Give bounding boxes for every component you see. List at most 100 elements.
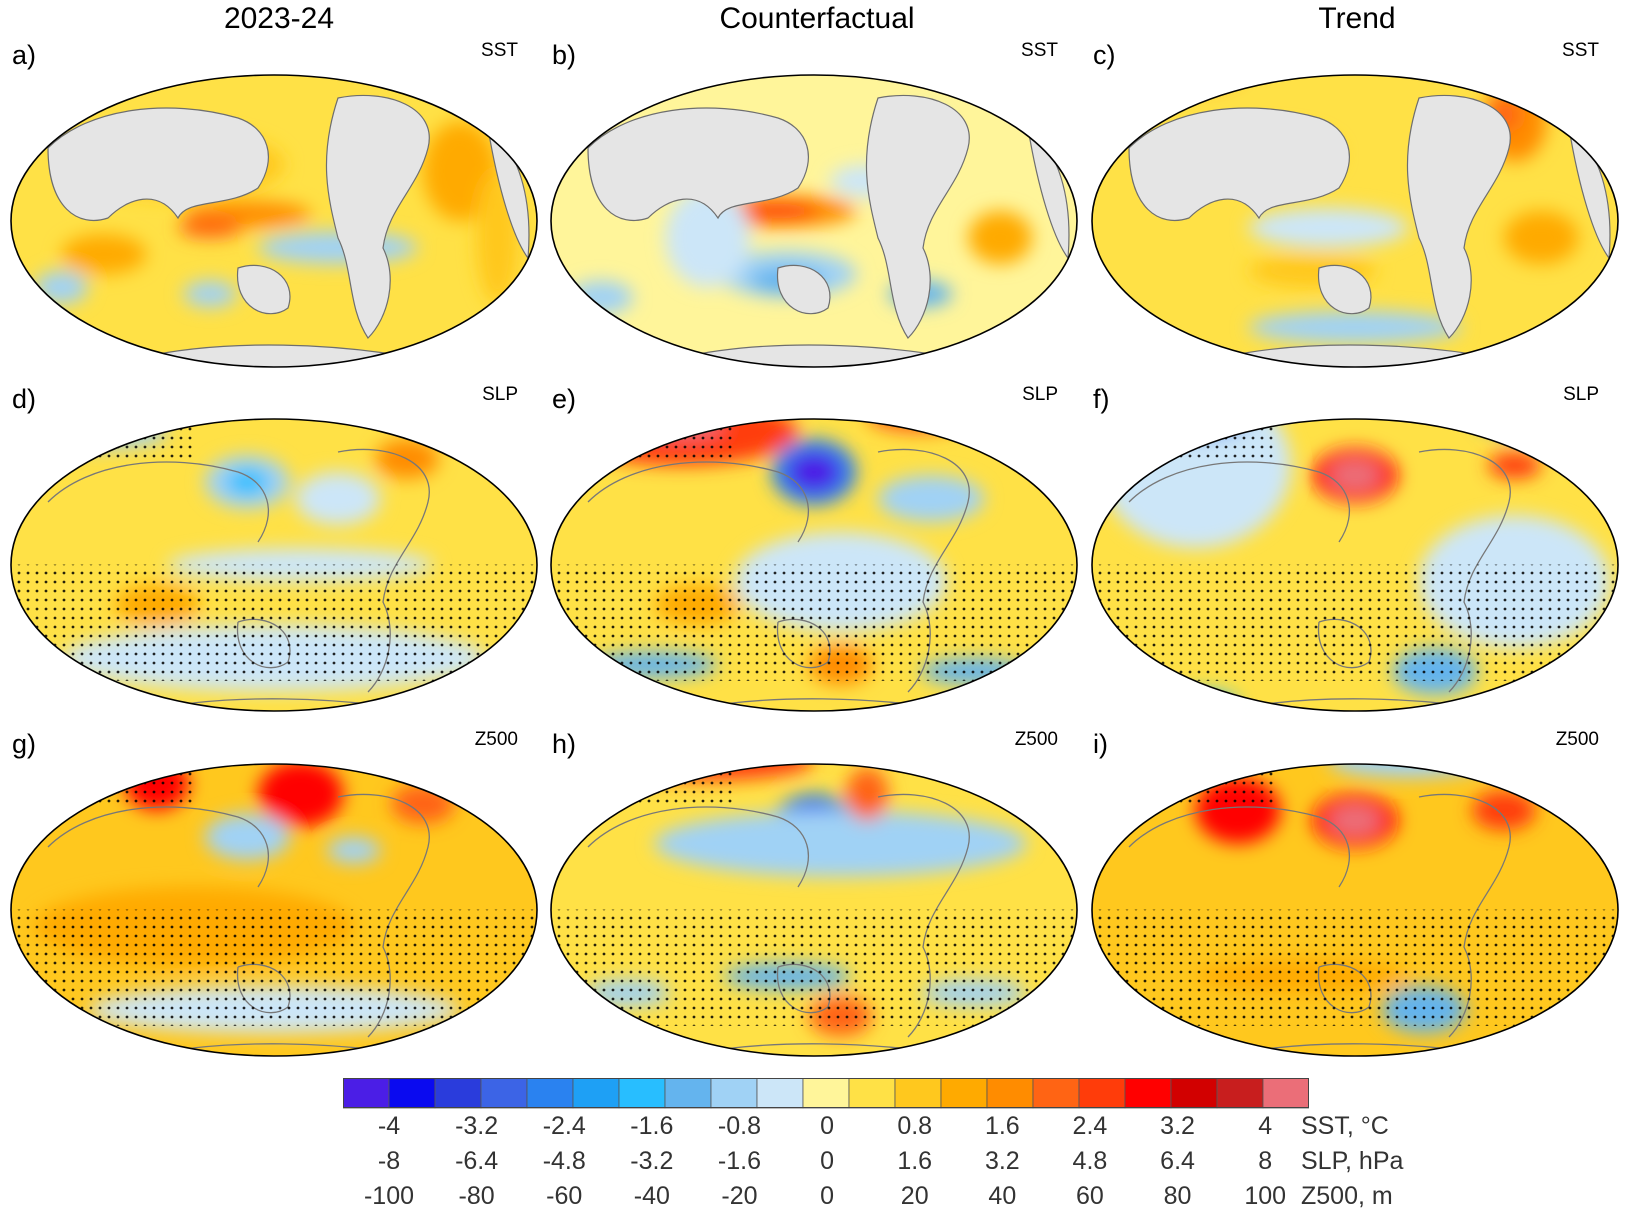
map-projection [1091,763,1619,1057]
coastline [587,461,809,543]
colorbar-swatch [848,1078,896,1109]
anomaly-region [1488,452,1542,479]
colorbar-tick-label: 2.4 [1072,1112,1108,1140]
anomaly-region [204,813,290,861]
anomaly-region [845,767,889,821]
map-border [550,418,1078,712]
anomaly-region [877,475,985,522]
map-projection [550,418,1078,712]
panel-label: e) [552,384,577,414]
colorbar-tick-label: -0.8 [717,1112,762,1140]
panel-variable-label: SST [1562,40,1599,61]
colorbar-swatch [710,1078,758,1109]
colorbar-tick-label: 0 [820,1112,835,1140]
colorbar-swatch [526,1078,574,1109]
anomaly-region [1248,207,1409,248]
coastline [1128,806,1350,888]
panel-label: i) [1093,729,1108,759]
anomaly-region [178,217,243,238]
colorbar-tick-label: 3.2 [1160,1112,1195,1140]
colorbar-swatch [756,1078,804,1109]
anomaly-region [665,187,751,288]
significance-stippling [551,422,735,462]
map-border [10,74,538,368]
land-mask [236,264,291,315]
anomaly-region [1092,419,1249,439]
colorbar-tick-label: 20 [900,1182,929,1210]
map-border [10,763,538,1057]
colorbar-swatch [1262,1078,1309,1109]
anomaly-region [1099,419,1292,549]
anomaly-region [1477,419,1606,436]
colorbar-swatch [1032,1078,1080,1109]
panel-label: a) [12,40,37,70]
panel-variable-label: SST [481,40,518,61]
colorbar-tick-label: 80 [1163,1182,1192,1210]
colorbar-tick-label: -80 [458,1182,495,1210]
anomaly-region [1152,75,1238,85]
colorbar-swatch [1170,1078,1218,1109]
panel-variable-label: Z500 [474,729,518,750]
colorbar-swatch [480,1078,528,1109]
colorbar-tick-label: 0 [820,1182,835,1210]
colorbar-swatch [1078,1078,1126,1109]
coastline [47,806,269,888]
panel-variable-label: SST [1021,40,1058,61]
colorbar-tick-label: 6.4 [1160,1147,1195,1175]
map-panel-f: f) SLP [1089,382,1621,714]
colorbar-tick-label: 40 [988,1182,1017,1210]
map-projection [10,74,538,368]
significance-stippling [1092,422,1276,462]
colorbar-swatch [618,1078,666,1109]
colorbar-tick-label: -60 [546,1182,583,1210]
colorbar-swatch [572,1078,620,1109]
colorbar-tick-label: -3.2 [455,1112,499,1140]
panel-label: b) [552,40,577,70]
map-panel-a: a) SST [8,38,540,370]
anomaly-region [1328,764,1489,778]
map-border [550,74,1078,368]
anomaly-region [327,836,381,864]
significance-stippling [11,564,537,681]
colorbar-unit-label: SLP, hPa [1301,1147,1404,1175]
anomaly-region [258,764,344,828]
significance-stippling [1092,909,1618,1026]
colorbar-outline [343,1078,1309,1108]
colorbar-tick-label: 8 [1258,1147,1273,1175]
significance-stippling [11,767,195,807]
map-panel-e: e) SLP [548,382,1080,714]
colorbar-tick-label: -4.8 [542,1147,586,1175]
significance-stippling [11,422,195,462]
anomaly-region [1328,458,1382,492]
colorbar-tick-label: -4 [377,1112,401,1140]
colorbar-swatch [664,1078,712,1109]
anomaly-region [867,419,974,433]
anomaly-region [1152,691,1238,711]
colorbar-swatch [388,1078,436,1109]
colorbar-tick-label: 100 [1244,1182,1287,1210]
map-projection [550,74,1078,368]
anomaly-region [1248,310,1462,344]
coastline [1128,461,1350,543]
land-mask [1317,264,1372,315]
significance-stippling [551,564,1077,681]
land-mask [1406,94,1511,339]
colorbar-swatch [802,1078,850,1109]
significance-stippling [551,767,735,807]
colorbar-tick-label: -1.6 [717,1147,762,1175]
column-title-counterfactual: Counterfactual [719,2,915,35]
panel-variable-label: Z500 [1555,729,1599,750]
colorbar-tick-label: 4.8 [1072,1147,1108,1175]
panel-variable-label: SLP [482,384,518,405]
colorbar-unit-label: Z500, m [1301,1182,1393,1210]
anomaly-region [787,452,841,492]
significance-stippling [11,909,537,1026]
map-projection [550,763,1078,1057]
map-panel-b: b) SST [548,38,1080,370]
map-border [550,763,1078,1057]
colorbar-tick-label: -2.4 [542,1112,586,1140]
map-panel-c: c) SST [1089,38,1621,370]
colorbar-tick-label: -6.4 [455,1147,499,1175]
significance-stippling [1092,767,1276,807]
anomaly-region [1472,790,1536,831]
